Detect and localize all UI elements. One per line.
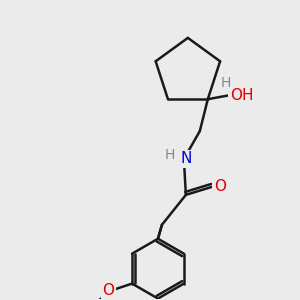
Text: OH: OH [230, 88, 254, 103]
Text: H: H [165, 148, 175, 162]
Text: O: O [214, 179, 226, 194]
Text: O: O [102, 283, 114, 298]
Text: H: H [220, 76, 231, 90]
Text: N: N [180, 152, 192, 166]
